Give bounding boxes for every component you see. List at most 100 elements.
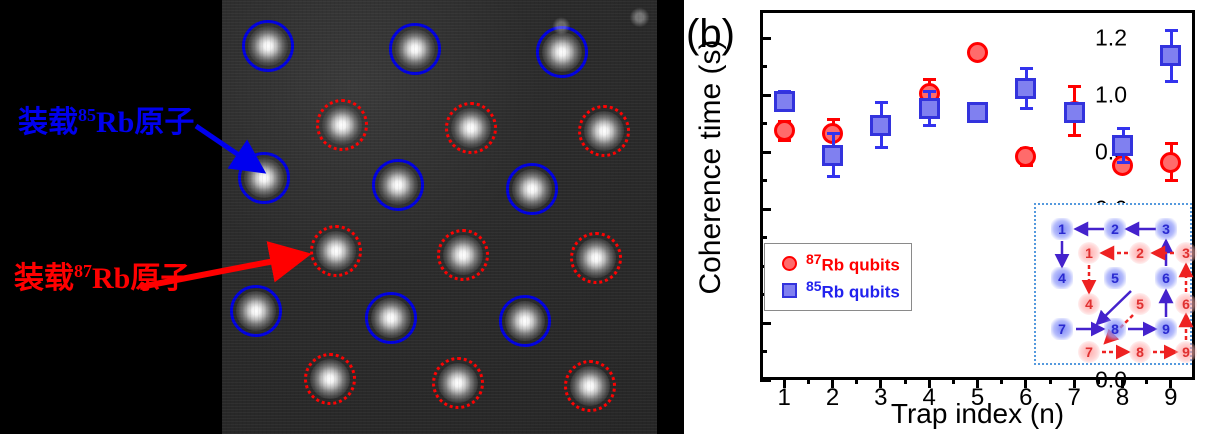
- inset-rb85-node: 8: [1104, 318, 1126, 340]
- x-axis-tick-label: 4: [922, 384, 936, 411]
- rb85-trap-circle: [506, 163, 558, 215]
- error-bar-cap: [1068, 133, 1082, 137]
- rb87-trap-circle: [437, 229, 489, 281]
- legend-item-rb85: 85Rb qubits: [773, 277, 903, 304]
- annotation-arrows: [139, 123, 312, 290]
- rb87-data-marker: [1160, 151, 1182, 173]
- x-axis-tick: [1072, 377, 1076, 388]
- rb85-data-marker: [1015, 77, 1037, 99]
- rb85-data-marker: [822, 144, 843, 166]
- x-axis-tick: [1121, 377, 1124, 388]
- inset-rb87-node: 8: [1129, 341, 1151, 363]
- x-axis-tick-label: 6: [1019, 384, 1033, 411]
- error-bar-cap: [1164, 142, 1178, 146]
- x-axis-minor-tick: [1145, 377, 1149, 384]
- x-axis-tick-label: 7: [1067, 384, 1081, 411]
- data-point: [1063, 101, 1085, 123]
- inset-rb85-node: 2: [1104, 218, 1126, 240]
- y-axis-title: Coherence time (s): [694, 39, 727, 295]
- label-rb87-prefix: 装载: [14, 262, 74, 295]
- y-axis-minor-tick: [760, 65, 767, 69]
- error-bar-cap: [1019, 106, 1033, 110]
- rb85-trap-circle: [242, 20, 294, 72]
- data-point: [822, 132, 843, 178]
- x-axis-tick-label: 1: [777, 384, 791, 411]
- error-bar-cap: [826, 118, 840, 122]
- label-load-rb85-atoms: 装载85Rb原子: [18, 106, 194, 138]
- data-point: [773, 89, 795, 113]
- x-axis-minor-tick: [1096, 377, 1100, 384]
- y-axis-tick: [760, 36, 771, 40]
- x-axis-minor-tick: [1000, 377, 1004, 384]
- inset-rb87-node: 9: [1175, 341, 1197, 363]
- data-point: [1160, 28, 1182, 83]
- coherence-time-plot-panel: (b) Coherence time (s) Trap index (n) 0.…: [684, 0, 1209, 434]
- x-axis-minor-tick: [855, 377, 859, 384]
- rb85-data-marker: [773, 90, 795, 112]
- inset-rb85-node: 7: [1051, 318, 1073, 340]
- rb87-trap-circle: [304, 353, 356, 405]
- data-point: [870, 101, 892, 150]
- x-axis-tick: [1024, 377, 1028, 388]
- x-axis-tick-label: 3: [874, 384, 888, 411]
- atom-array-image: [222, 0, 657, 434]
- inset-rb85-node: 3: [1155, 218, 1177, 240]
- y-axis-tick: [760, 321, 771, 325]
- data-point: [1015, 66, 1037, 110]
- x-axis-title: Trap index (n): [890, 398, 1065, 429]
- legend-rb87-text: Rb qubits: [821, 255, 900, 275]
- error-bar-cap: [1164, 179, 1178, 183]
- label-rb87-superscript: 87: [74, 261, 92, 281]
- x-axis-tick: [976, 377, 979, 388]
- data-point: [1112, 154, 1133, 176]
- x-axis-minor-tick: [903, 377, 907, 384]
- x-axis-tick: [927, 377, 931, 388]
- rb87-trap-circle: [570, 232, 622, 284]
- error-bar-cap: [826, 132, 840, 136]
- x-axis-tick: [831, 377, 834, 388]
- data-point: [967, 101, 988, 123]
- data-point: [773, 119, 795, 143]
- error-bar-cap: [874, 146, 888, 150]
- inset-arrows: [1054, 221, 1194, 360]
- data-point: [967, 42, 988, 64]
- label-rb85-suffix: Rb原子: [96, 106, 195, 139]
- y-axis-tick-label: 1.0: [1095, 81, 1127, 108]
- y-axis-minor-tick: [760, 350, 767, 354]
- x-axis-tick-label: 2: [825, 384, 840, 411]
- data-point: [918, 89, 940, 127]
- rb85-data-marker: [1112, 134, 1133, 156]
- y-axis-tick: [760, 150, 771, 154]
- plot-legend[interactable]: 87Rb qubits 85Rb qubits: [764, 243, 912, 311]
- y-axis-tick-label: 1.2: [1095, 24, 1127, 51]
- x-axis-minor-tick: [806, 377, 810, 384]
- y-axis-tick: [760, 93, 771, 97]
- error-bar-cap: [826, 174, 840, 178]
- y-axis-tick: [760, 378, 771, 382]
- rb87-trap-circle: [445, 102, 497, 154]
- rb87-data-marker: [967, 42, 988, 64]
- label-rb85-prefix: 装载: [18, 106, 78, 139]
- rb85-trap-circle: [372, 159, 424, 211]
- inset-rb87-node: 4: [1078, 293, 1100, 315]
- inset-rb85-node: 9: [1155, 318, 1177, 340]
- legend-rb85-text: Rb qubits: [821, 282, 900, 302]
- label-load-rb87-atoms: 装载87Rb原子: [14, 262, 190, 294]
- x-axis-tick: [1169, 377, 1173, 388]
- data-point: [1160, 142, 1182, 183]
- inset-rb85-node: 6: [1155, 267, 1177, 289]
- x-axis-minor-tick: [1048, 377, 1052, 384]
- x-axis-tick-label: 9: [1164, 384, 1178, 411]
- error-bar-cap: [1116, 126, 1130, 130]
- red-annotation-arrow: [139, 241, 312, 290]
- rb85-data-marker: [1160, 45, 1182, 67]
- inset-rb87-node: 6: [1175, 293, 1197, 315]
- rb85-data-marker: [967, 101, 988, 123]
- y-axis-minor-tick: [760, 179, 767, 183]
- rb87-data-marker: [1015, 146, 1037, 168]
- error-bar-cap: [1068, 85, 1082, 89]
- blue-annotation-arrow: [194, 123, 267, 174]
- data-point: [1015, 146, 1037, 168]
- y-axis-minor-tick: [760, 236, 767, 240]
